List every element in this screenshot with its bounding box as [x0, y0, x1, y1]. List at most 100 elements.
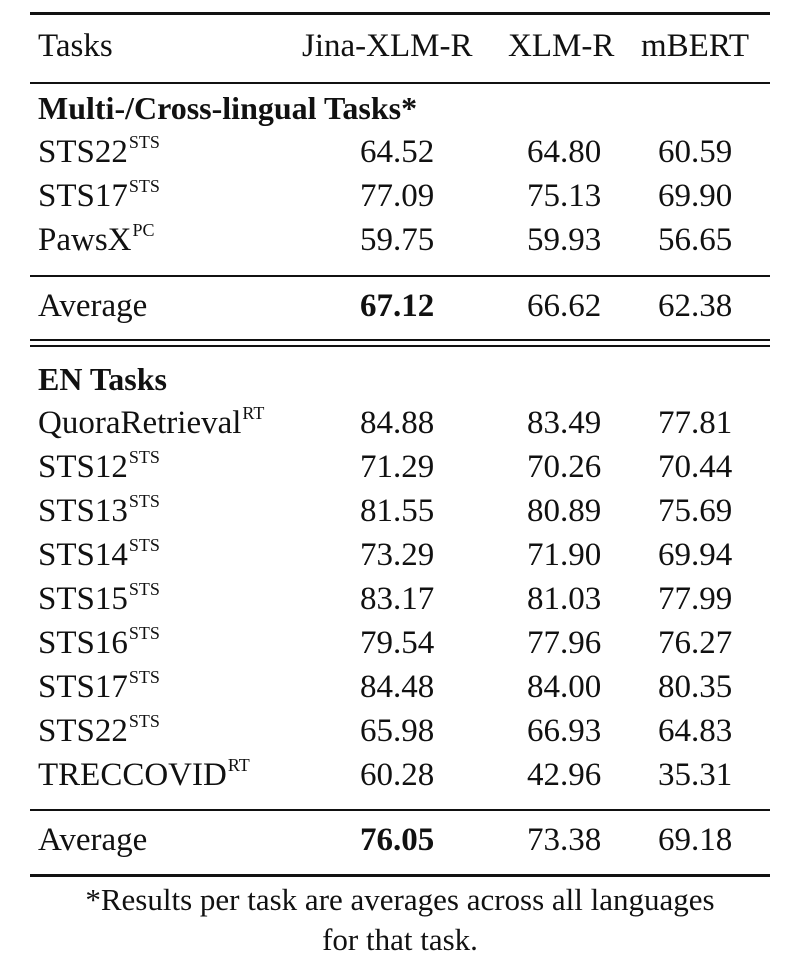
- value-mbert: 35.31: [658, 757, 733, 793]
- task-type-sup: RT: [242, 403, 265, 423]
- table-row: TRECCOVIDRT 60.28 42.96 35.31: [30, 753, 770, 797]
- value-mbert: 56.65: [658, 222, 733, 258]
- value-mbert: 64.83: [658, 713, 733, 749]
- bottom-rule: [30, 874, 770, 877]
- task-label: STS13: [38, 493, 128, 529]
- task-name: STS15STS: [38, 577, 160, 621]
- header-jina-xlm-r: Jina-XLM-R: [302, 28, 473, 64]
- header-row: Tasks Jina-XLM-R XLM-R mBERT: [30, 24, 770, 68]
- value-mbert: 77.99: [658, 581, 733, 617]
- task-type-sup: STS: [128, 711, 160, 731]
- header-rule: [30, 82, 770, 84]
- value-jina: 81.55: [360, 493, 435, 529]
- average-label: Average: [38, 288, 148, 324]
- double-rule-top: [30, 339, 770, 341]
- task-type-sup: STS: [128, 491, 160, 511]
- value-xlmr: 80.89: [527, 493, 602, 529]
- header-mbert: mBERT: [641, 28, 750, 64]
- value-mbert: 75.69: [658, 493, 733, 529]
- task-label: STS14: [38, 537, 128, 573]
- task-name: STS22STS: [38, 130, 160, 174]
- value-jina: 73.29: [360, 537, 435, 573]
- task-type-sup: STS: [128, 667, 160, 687]
- value-jina: 60.28: [360, 757, 435, 793]
- task-type-sup: PC: [132, 220, 155, 240]
- average-label: Average: [38, 822, 148, 858]
- value-xlmr: 81.03: [527, 581, 602, 617]
- value-xlmr: 71.90: [527, 537, 602, 573]
- value-mbert: 69.90: [658, 178, 733, 214]
- section-title-text: EN Tasks: [38, 361, 167, 397]
- table-row: STS12STS 71.29 70.26 70.44: [30, 445, 770, 489]
- value-mbert: 69.18: [658, 822, 733, 858]
- value-xlmr: 66.93: [527, 713, 602, 749]
- value-xlmr: 75.13: [527, 178, 602, 214]
- task-type-sup: STS: [128, 132, 160, 152]
- task-name: STS12STS: [38, 445, 160, 489]
- average-row: Average 76.05 73.38 69.18: [30, 818, 770, 862]
- task-type-sup: STS: [128, 623, 160, 643]
- value-xlmr: 84.00: [527, 669, 602, 705]
- average-rule: [30, 275, 770, 277]
- task-label: STS16: [38, 625, 128, 661]
- table-row: STS13STS 81.55 80.89 75.69: [30, 489, 770, 533]
- task-type-sup: STS: [128, 535, 160, 555]
- task-name: PawsXPC: [38, 218, 155, 262]
- table-row: STS14STS 73.29 71.90 69.94: [30, 533, 770, 577]
- section-title-multilingual: Multi-/Cross-lingual Tasks*: [30, 86, 770, 130]
- table-row: STS22STS 64.52 64.80 60.59: [30, 130, 770, 174]
- header-xlm-r: XLM-R: [508, 28, 615, 64]
- value-xlmr: 73.38: [527, 822, 602, 858]
- task-name: STS14STS: [38, 533, 160, 577]
- double-rule-bottom: [30, 345, 770, 347]
- value-jina: 76.05: [360, 822, 435, 858]
- value-jina: 79.54: [360, 625, 435, 661]
- value-jina: 84.88: [360, 405, 435, 441]
- value-jina: 59.75: [360, 222, 435, 258]
- task-name: STS17STS: [38, 665, 160, 709]
- value-xlmr: 64.80: [527, 134, 602, 170]
- value-jina: 67.12: [360, 288, 435, 324]
- average-rule: [30, 809, 770, 811]
- table-footnote: *Results per task are averages across al…: [30, 880, 770, 960]
- table-row: STS17STS 77.09 75.13 69.90: [30, 174, 770, 218]
- value-jina: 83.17: [360, 581, 435, 617]
- task-label: QuoraRetrieval: [38, 405, 242, 441]
- task-type-sup: STS: [128, 447, 160, 467]
- task-name: STS17STS: [38, 174, 160, 218]
- task-type-sup: STS: [128, 579, 160, 599]
- task-name: STS13STS: [38, 489, 160, 533]
- table-row: STS16STS 79.54 77.96 76.27: [30, 621, 770, 665]
- average-row: Average 67.12 66.62 62.38: [30, 284, 770, 328]
- value-mbert: 70.44: [658, 449, 733, 485]
- value-mbert: 62.38: [658, 288, 733, 324]
- value-mbert: 80.35: [658, 669, 733, 705]
- value-xlmr: 42.96: [527, 757, 602, 793]
- task-label: STS22: [38, 134, 128, 170]
- value-mbert: 77.81: [658, 405, 733, 441]
- value-jina: 71.29: [360, 449, 435, 485]
- value-xlmr: 59.93: [527, 222, 602, 258]
- value-mbert: 69.94: [658, 537, 733, 573]
- task-label: STS22: [38, 713, 128, 749]
- footnote-line-2: for that task.: [322, 922, 478, 957]
- task-type-sup: RT: [227, 755, 250, 775]
- value-xlmr: 83.49: [527, 405, 602, 441]
- value-xlmr: 66.62: [527, 288, 602, 324]
- value-xlmr: 77.96: [527, 625, 602, 661]
- value-mbert: 60.59: [658, 134, 733, 170]
- task-label: STS15: [38, 581, 128, 617]
- task-label: PawsX: [38, 222, 132, 258]
- task-label: STS17: [38, 669, 128, 705]
- top-rule: [30, 12, 770, 15]
- task-label: TRECCOVID: [38, 757, 227, 793]
- table-row: STS22STS 65.98 66.93 64.83: [30, 709, 770, 753]
- table-row: STS15STS 83.17 81.03 77.99: [30, 577, 770, 621]
- task-type-sup: STS: [128, 176, 160, 196]
- section-title-text: Multi-/Cross-lingual Tasks*: [38, 90, 418, 126]
- value-mbert: 76.27: [658, 625, 733, 661]
- value-jina: 84.48: [360, 669, 435, 705]
- task-label: STS17: [38, 178, 128, 214]
- value-jina: 77.09: [360, 178, 435, 214]
- section-title-en: EN Tasks: [30, 357, 770, 401]
